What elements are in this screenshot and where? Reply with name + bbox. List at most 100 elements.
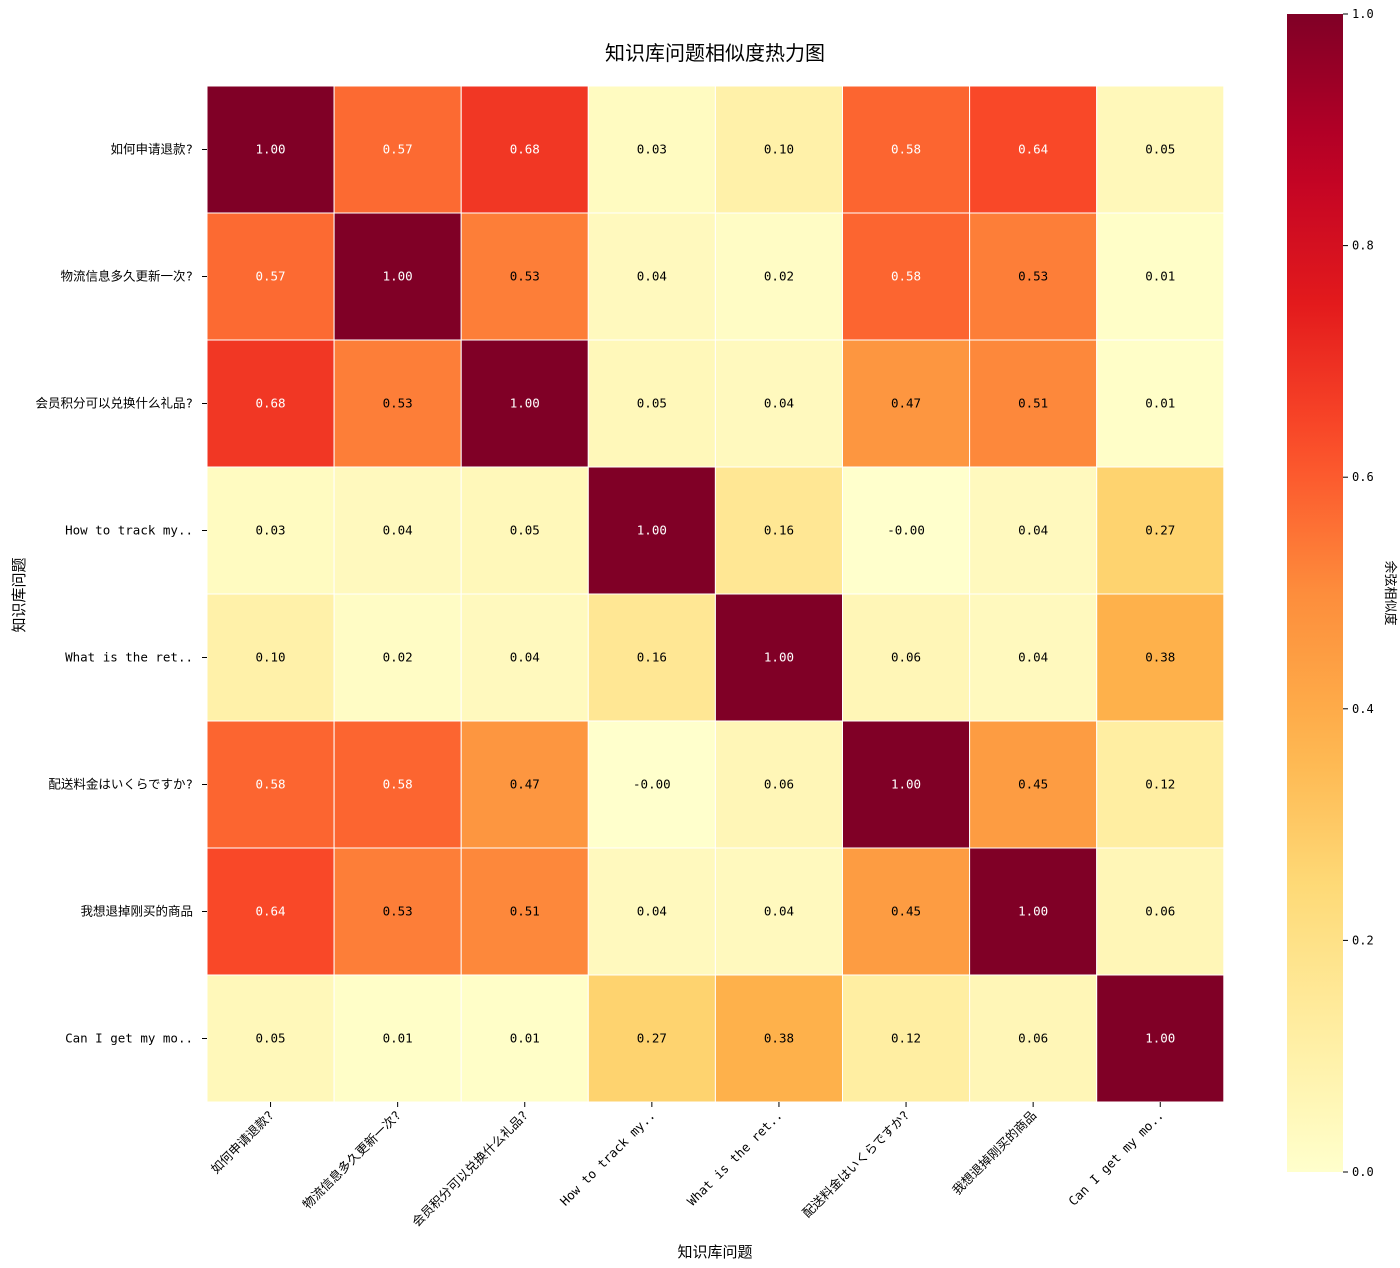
heatmap-cell [587, 212, 716, 341]
cell-value-label: 0.04 [1018, 650, 1048, 665]
cell-value-label: 0.04 [383, 523, 413, 538]
cell-value-label: 0.12 [1145, 777, 1175, 792]
cell-value-label: 0.10 [764, 142, 794, 157]
colorbar-tick-label: 0.2 [1352, 933, 1374, 947]
heatmap-cell [333, 720, 462, 849]
cell-value-label: 0.02 [383, 650, 413, 665]
heatmap-cell [460, 593, 589, 722]
x-tick-label: How to track my.. [557, 1108, 658, 1209]
heatmap-cells: 1.00 0.57 0.68 0.03 0.10 0.58 0.64 0.05 0.57 1.00… [206, 85, 1225, 1103]
cell-value-label: 0.06 [891, 650, 921, 665]
x-tick-label: 如何申请退款? [208, 1108, 277, 1177]
cell-value-label: 0.04 [764, 396, 794, 411]
heatmap-cell [969, 593, 1098, 722]
heatmap-cell [333, 212, 462, 341]
heatmap-cell [714, 847, 844, 976]
x-tick-label: 会员积分可以兑换什么礼品? [409, 1108, 531, 1230]
cell-value-label: 0.04 [637, 269, 667, 284]
y-tick-label: 如何申请退款? [110, 142, 193, 157]
heatmap-cell [587, 466, 716, 595]
colorbar-tick-label: 0.6 [1352, 470, 1374, 484]
cell-value-label: 0.06 [1145, 904, 1175, 919]
cell-value-label: 0.38 [1145, 650, 1175, 665]
cell-value-label: 1.00 [383, 269, 413, 284]
cell-value-label: 0.57 [255, 269, 285, 284]
cell-value-label: 1.00 [255, 142, 285, 157]
heatmap-cell [460, 339, 589, 468]
x-tick-label: Can I get my mo.. [1065, 1108, 1166, 1209]
cell-value-label: 0.58 [891, 269, 921, 284]
heatmap-cell [1096, 339, 1225, 468]
heatmap-cell [460, 720, 589, 849]
heatmap-cell [206, 85, 335, 214]
heatmap-cell [206, 339, 335, 468]
cell-value-label: 0.04 [510, 650, 540, 665]
cell-value-label: 0.04 [637, 904, 667, 919]
cell-value-label: 0.58 [255, 777, 285, 792]
colorbar-ticks: 0.0 0.2 0.4 0.6 0.8 1.0 [1343, 7, 1374, 1179]
cell-value-label: 0.12 [891, 1031, 921, 1046]
cell-value-label: 0.45 [891, 904, 921, 919]
heatmap-cell [842, 212, 971, 341]
cell-value-label: 0.53 [510, 269, 540, 284]
heatmap-cell [969, 720, 1098, 849]
heatmap-cell [714, 85, 844, 214]
cell-value-label: 0.02 [764, 269, 794, 284]
heatmap-cell [1096, 593, 1225, 722]
heatmap-cell [842, 339, 971, 468]
cell-value-label: 0.05 [510, 523, 540, 538]
cell-value-label: 0.16 [637, 650, 667, 665]
cell-value-label: 0.01 [1145, 396, 1175, 411]
cell-value-label: 0.57 [383, 142, 413, 157]
cell-value-label: 0.05 [637, 396, 667, 411]
y-axis-ticks: 如何申请退款? 物流信息多久更新一次? 会员积分可以兑换什么礼品? How to tr… [35, 142, 207, 1046]
x-tick-label: What is the ret.. [684, 1108, 785, 1209]
heatmap-cell [460, 85, 589, 214]
cell-value-label: 1.00 [764, 650, 794, 665]
y-tick-label: How to track my.. [65, 523, 193, 538]
cell-value-label: 0.06 [764, 777, 794, 792]
cell-value-label: 0.05 [1145, 142, 1175, 157]
colorbar-tick-label: 0.8 [1352, 239, 1374, 253]
heatmap-cell [969, 212, 1098, 341]
heatmap-cell [333, 85, 462, 214]
heatmap-cell [333, 847, 462, 976]
heatmap-cell [1096, 974, 1225, 1103]
colorbar-tick-label: 0.4 [1352, 702, 1374, 716]
heatmap-cell [1096, 720, 1225, 849]
cell-value-label: 0.05 [255, 1031, 285, 1046]
cell-value-label: 0.64 [255, 904, 285, 919]
heatmap-cell [206, 847, 335, 976]
cell-value-label: 0.04 [764, 904, 794, 919]
cell-value-label: 0.04 [1018, 523, 1048, 538]
y-tick-label: 会员积分可以兑换什么礼品? [35, 396, 193, 411]
cell-value-label: -0.00 [887, 523, 925, 538]
cell-value-label: 0.51 [510, 904, 540, 919]
heatmap-cell [206, 466, 335, 595]
cell-value-label: 0.51 [1018, 396, 1048, 411]
heatmap-cell [1096, 847, 1225, 976]
heatmap-cell [714, 720, 844, 849]
heatmap-cell [1096, 212, 1225, 341]
cell-value-label: 0.03 [637, 142, 667, 157]
colorbar-label: 余弦相似度 [1382, 560, 1398, 625]
heatmap-cell [460, 974, 589, 1103]
cell-value-label: 0.68 [510, 142, 540, 157]
heatmap-cell [714, 466, 844, 595]
cell-value-label: 0.58 [891, 142, 921, 157]
heatmap-cell [714, 339, 844, 468]
heatmap-cell [460, 847, 589, 976]
heatmap-cell [714, 212, 844, 341]
cell-value-label: 0.03 [255, 523, 285, 538]
cell-value-label: 0.16 [764, 523, 794, 538]
cell-value-label: 0.27 [1145, 523, 1175, 538]
colorbar: 0.0 0.2 0.4 0.6 0.8 1.0 余弦相似度 [1287, 7, 1398, 1179]
y-tick-label: 我想退掉刚买的商品 [80, 904, 193, 919]
x-axis-ticks: 如何申请退款? 物流信息多久更新一次? 会员积分可以兑换什么礼品? How to tr… [208, 1102, 1166, 1230]
heatmap-cell [587, 593, 716, 722]
heatmap-cell [969, 466, 1098, 595]
heatmap-cell [587, 85, 716, 214]
cell-value-label: 0.06 [1018, 1031, 1048, 1046]
cell-value-label: 0.53 [383, 904, 413, 919]
